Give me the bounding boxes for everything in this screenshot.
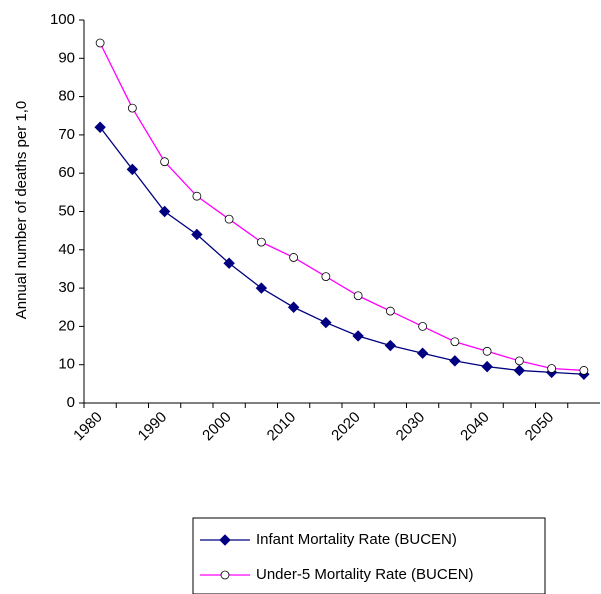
data-point — [416, 347, 429, 359]
x-tick-label: 2010 — [264, 409, 300, 445]
data-point — [94, 121, 106, 133]
legend-marker — [219, 534, 231, 546]
data-point — [255, 282, 268, 294]
y-tick-label: 30 — [58, 279, 75, 296]
y-tick-label: 50 — [58, 202, 75, 219]
x-tick-label: 1990 — [135, 409, 171, 445]
y-axis-label: Annual number of deaths per 1,0 — [13, 101, 30, 319]
data-point — [547, 364, 557, 373]
data-point — [513, 364, 526, 377]
data-point — [320, 316, 332, 329]
y-tick-label: 20 — [58, 317, 75, 334]
data-point — [352, 330, 364, 342]
data-point — [384, 339, 397, 352]
data-point — [95, 38, 105, 48]
y-tick-label: 10 — [58, 356, 75, 373]
data-point — [514, 356, 524, 366]
x-tick-label: 2000 — [199, 409, 235, 445]
data-point — [481, 360, 493, 373]
data-point — [287, 301, 300, 313]
series-line — [99, 126, 584, 375]
y-tick-label: 90 — [58, 49, 75, 66]
legend-box — [192, 517, 546, 594]
data-point — [127, 103, 137, 113]
y-tick-label: 80 — [58, 88, 75, 105]
legend-label: Infant Mortality Rate (BUCEN) — [256, 531, 457, 548]
x-tick-label: 2020 — [328, 409, 364, 445]
x-tick-label: 1980 — [70, 409, 106, 445]
data-point — [482, 346, 492, 356]
data-point — [224, 214, 234, 224]
series-line — [99, 42, 584, 372]
data-point — [321, 272, 331, 282]
legend-label: Under-5 Mortality Rate (BUCEN) — [256, 566, 474, 583]
x-tick-label: 2030 — [393, 409, 429, 445]
data-point — [449, 355, 461, 367]
y-tick-label: 0 — [67, 394, 75, 411]
data-point — [223, 257, 235, 269]
data-point — [256, 237, 266, 247]
data-point — [126, 163, 139, 176]
x-tick-label: 2050 — [522, 409, 558, 445]
data-point — [418, 321, 428, 331]
data-point — [579, 366, 589, 375]
y-tick-label: 60 — [58, 164, 75, 181]
data-point — [158, 205, 171, 218]
data-point — [289, 253, 299, 262]
data-point — [160, 157, 170, 167]
data-point — [353, 291, 363, 301]
data-point — [192, 191, 202, 201]
y-tick-label: 70 — [58, 126, 75, 143]
x-tick-label: 2040 — [457, 409, 493, 445]
y-tick-label: 40 — [58, 241, 75, 258]
legend-marker — [220, 570, 230, 580]
data-point — [191, 228, 203, 241]
data-point — [385, 306, 395, 316]
data-point — [450, 337, 460, 347]
y-tick-label: 100 — [50, 11, 75, 28]
